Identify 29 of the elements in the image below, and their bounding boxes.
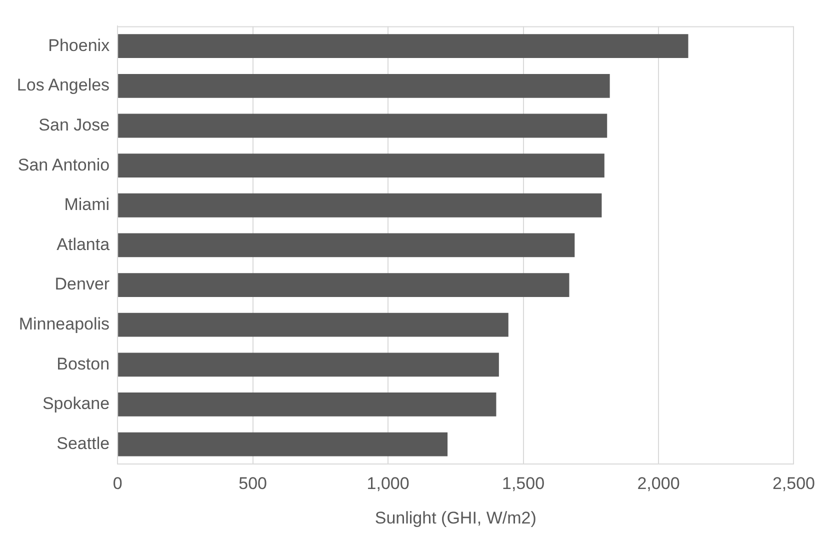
y-tick-label: Miami <box>64 195 110 214</box>
y-tick-label: Phoenix <box>48 36 110 55</box>
x-tick-label: 2,000 <box>637 474 680 494</box>
bar <box>118 273 570 297</box>
x-tick-label: 0 <box>112 474 122 494</box>
bar <box>118 74 610 98</box>
y-tick-label: Minneapolis <box>18 314 110 334</box>
y-tick-label: Seattle <box>56 434 110 453</box>
x-tick-label: 500 <box>238 474 267 494</box>
y-tick-label: Boston <box>56 354 110 374</box>
x-tick-label: 1,000 <box>366 474 410 494</box>
bar <box>118 352 499 377</box>
x-axis-title: Sunlight (GHI, W/m2) <box>374 508 536 528</box>
y-tick-label: Atlanta <box>56 234 110 254</box>
bar <box>118 114 608 138</box>
bar <box>118 392 496 416</box>
bar <box>118 154 604 178</box>
bar <box>118 193 602 218</box>
y-tick-label: San Antonio <box>18 155 110 174</box>
y-tick-label: San Jose <box>38 115 110 134</box>
x-tick-label: 1,500 <box>502 474 545 494</box>
bar <box>118 432 448 456</box>
bar <box>118 34 688 58</box>
bar <box>118 233 575 258</box>
y-tick-label: Spokane <box>42 394 110 414</box>
bar <box>118 312 508 337</box>
y-tick-label: Los Angeles <box>16 76 110 95</box>
x-tick-label: 2,500 <box>772 474 816 494</box>
y-tick-label: Denver <box>54 274 110 294</box>
